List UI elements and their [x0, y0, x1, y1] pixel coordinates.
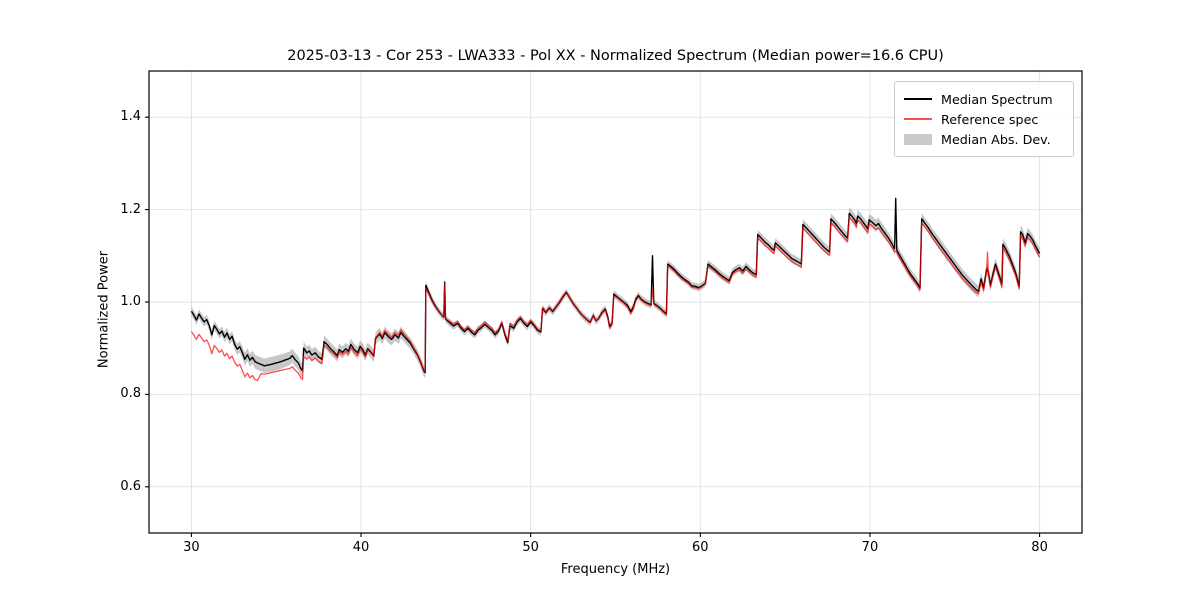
legend-entry-median-abs-dev: Median Abs. Dev. — [904, 129, 1063, 149]
x-axis-label: Frequency (MHz) — [560, 562, 671, 577]
y-tick-label-1.2: 1.2 — [120, 201, 141, 217]
chart-title: 2025-03-13 - Cor 253 - LWA333 - Pol XX -… — [287, 48, 944, 64]
y-tick-label-1.0: 1.0 — [120, 294, 141, 309]
legend-label: Median Spectrum — [941, 91, 1053, 107]
y-tick-label-0.8: 0.8 — [120, 386, 141, 402]
y-tick-label-0.6: 0.6 — [120, 478, 141, 494]
x-tick-label-30: 30 — [183, 540, 200, 555]
y-tick-label-1.4: 1.4 — [120, 109, 141, 125]
reference-spec-line — [190, 216, 1041, 382]
x-tick-label-50: 50 — [522, 540, 539, 555]
x-tick-label-80: 80 — [1031, 540, 1048, 555]
legend-entry-reference-spec: Reference spec — [904, 109, 1063, 129]
legend: Median Spectrum Reference spec Median Ab… — [894, 81, 1074, 157]
x-tick-label-60: 60 — [692, 540, 709, 555]
legend-label: Median Abs. Dev. — [941, 131, 1051, 147]
x-tick-label-70: 70 — [861, 540, 879, 555]
mad-band — [191, 193, 1040, 379]
legend-entry-median-spectrum: Median Spectrum — [904, 89, 1063, 109]
legend-label: Reference spec — [941, 111, 1039, 127]
reference-spec-line-swatch — [904, 118, 932, 120]
x-tick-label-40: 40 — [352, 540, 370, 555]
median-spectrum-line — [190, 197, 1041, 374]
median-spectrum-line-swatch — [904, 98, 932, 100]
mad-band-swatch — [904, 133, 932, 145]
